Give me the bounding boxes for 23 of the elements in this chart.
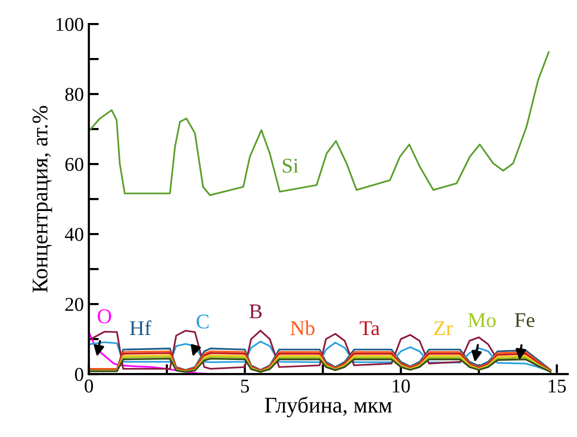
series-label: C xyxy=(196,314,209,329)
series-label: Mo xyxy=(468,313,496,328)
line-series xyxy=(88,51,550,196)
y-tick-label: 80 xyxy=(65,88,84,101)
y-axis-title: Концентрация, ат.% xyxy=(32,106,52,292)
y-tick-label: 0 xyxy=(75,368,84,382)
x-axis-title: Глубина, мкм xyxy=(264,396,392,418)
series-label: Si xyxy=(282,158,298,173)
y-tick-label: 40 xyxy=(64,228,84,241)
x-tick-label: 5 xyxy=(241,380,249,393)
y-tick-label: 20 xyxy=(65,298,84,311)
x-tick-label: 0 xyxy=(84,379,93,393)
series-label: Hf xyxy=(130,320,152,335)
series-label: Zr xyxy=(434,321,453,335)
series-label: O xyxy=(98,309,112,324)
series-label: Nb xyxy=(290,320,315,336)
x-tick-label: 10 xyxy=(392,379,410,393)
y-tick-label: 60 xyxy=(65,158,84,171)
series-label: B xyxy=(249,304,262,318)
y-tick-label: 100 xyxy=(56,18,84,31)
series-label: Ta xyxy=(360,321,380,336)
series-label: Fe xyxy=(514,313,534,328)
x-tick-label: 15 xyxy=(548,380,566,393)
